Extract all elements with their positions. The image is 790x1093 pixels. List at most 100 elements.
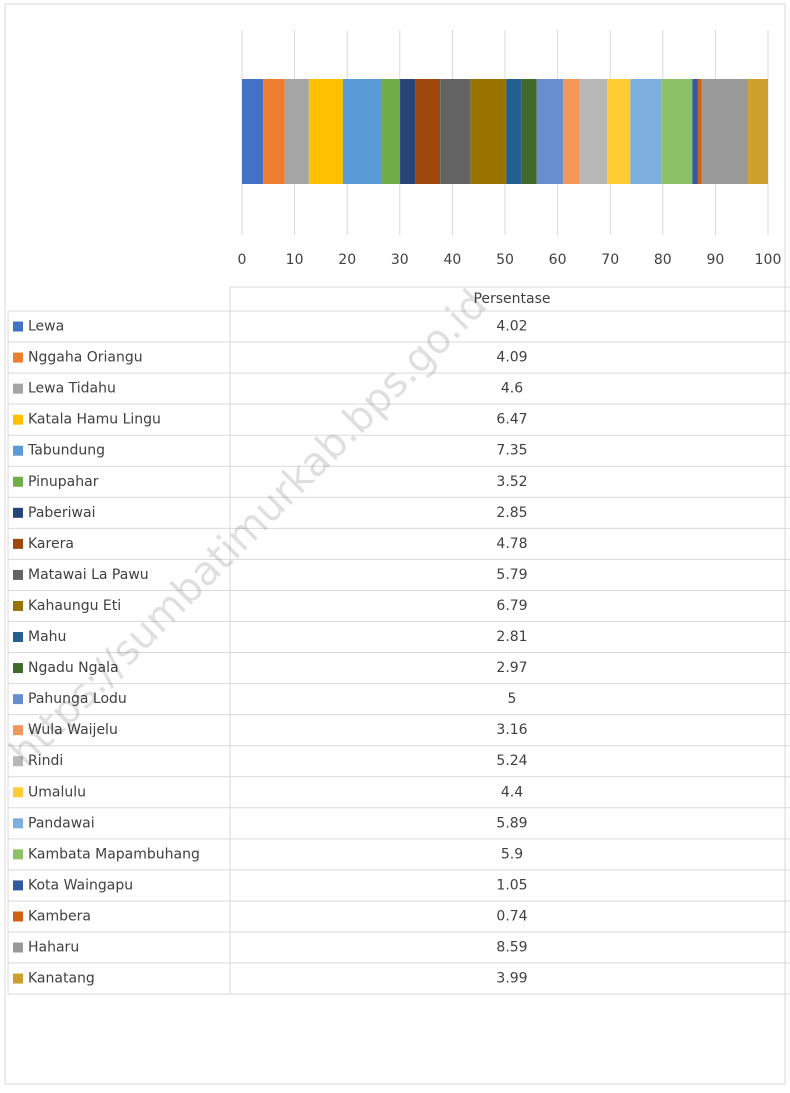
legend-label: Pinupahar: [28, 474, 99, 490]
table-value: 3.52: [496, 474, 527, 490]
legend-swatch: [13, 973, 23, 984]
legend-swatch: [13, 507, 23, 518]
table-value: 4.78: [496, 536, 527, 552]
legend-label: Kanatang: [28, 971, 95, 987]
table-value: 2.81: [496, 629, 527, 645]
x-tick-label: 70: [601, 252, 619, 268]
legend-label: Katala Hamu Lingu: [28, 412, 161, 428]
table-value: 1.05: [496, 877, 527, 893]
legend-swatch: [13, 880, 23, 891]
legend-swatch: [13, 445, 23, 456]
x-tick-label: 60: [549, 252, 567, 268]
legend-swatch: [13, 569, 23, 580]
legend-label: Ngadu Ngala: [28, 660, 119, 676]
bar-segment: [470, 79, 507, 184]
bar-segment: [607, 79, 631, 184]
legend-label: Kahaungu Eti: [28, 598, 121, 614]
legend-swatch: [13, 849, 23, 860]
bar-segment: [242, 79, 264, 184]
legend-label: Pandawai: [28, 815, 95, 831]
bar-segment: [400, 79, 416, 184]
legend-swatch: [13, 383, 23, 394]
x-tick-label: 0: [238, 252, 247, 268]
bar-segment: [381, 79, 401, 184]
table-value: 5.24: [496, 753, 527, 769]
x-tick-label: 20: [338, 252, 356, 268]
legend-swatch: [13, 600, 23, 611]
table-value: 4.4: [501, 784, 523, 800]
bar-segment: [263, 79, 285, 184]
table-value: 2.85: [496, 505, 527, 521]
table-value: 6.79: [496, 598, 527, 614]
x-tick-label: 30: [391, 252, 409, 268]
x-tick-label: 50: [496, 252, 514, 268]
bar-segment: [415, 79, 441, 184]
table-header: Persentase: [473, 291, 550, 307]
legend-swatch: [13, 352, 23, 363]
legend-swatch: [13, 942, 23, 953]
legend-label: Matawai La Pawu: [28, 567, 149, 583]
table-value: 3.16: [496, 722, 527, 738]
legend-swatch: [13, 725, 23, 736]
legend-label: Lewa: [28, 319, 64, 335]
bar-segment: [697, 79, 702, 184]
bar-segment: [630, 79, 662, 184]
table-value: 8.59: [496, 940, 527, 956]
bar-segment: [747, 79, 768, 184]
table-value: 5.9: [501, 846, 523, 862]
legend-swatch: [13, 694, 23, 705]
x-tick-label: 90: [706, 252, 724, 268]
bar-segment: [342, 79, 382, 184]
legend-swatch: [13, 756, 23, 767]
legend-label: Kota Waingapu: [28, 877, 133, 893]
x-tick-label: 10: [286, 252, 304, 268]
table-value: 5.89: [496, 815, 527, 831]
legend-swatch: [13, 663, 23, 674]
data-table: Persentase Lewa 4.02 Nggaha Oriangu 4.09 Lewa…: [7, 286, 790, 995]
table-value: 5.79: [496, 567, 527, 583]
bar-segment: [563, 79, 580, 184]
bar-segment: [521, 79, 537, 184]
legend-swatch: [13, 787, 23, 798]
table-value: 4.6: [501, 381, 523, 397]
legend-label: Wula Waijelu: [28, 722, 118, 738]
bar-segment: [579, 79, 608, 184]
legend-swatch: [13, 818, 23, 829]
legend-label: Mahu: [28, 629, 66, 645]
legend-label: Pahunga Lodu: [28, 691, 127, 707]
x-tick-label: 40: [443, 252, 461, 268]
bar-segment: [284, 79, 309, 184]
legend-label: Tabundung: [27, 443, 105, 459]
bar-segment: [506, 79, 522, 184]
table-value: 3.99: [496, 971, 527, 987]
table-value: 4.09: [496, 350, 527, 366]
table-value: 7.35: [496, 443, 527, 459]
bar-segment: [701, 79, 748, 184]
bar-segment: [440, 79, 471, 184]
x-tick-label: 80: [654, 252, 672, 268]
table-value: 4.02: [496, 319, 527, 335]
bar-segment: [692, 79, 698, 184]
table-value: 2.97: [496, 660, 527, 676]
legend-swatch: [13, 476, 23, 487]
legend-swatch: [13, 414, 23, 425]
x-tick-label: 100: [755, 252, 782, 268]
table-value: 6.47: [496, 412, 527, 428]
chart-border: [4, 3, 786, 1085]
legend-label: Kambera: [28, 908, 91, 924]
bar-segment: [536, 79, 564, 184]
legend-label: Karera: [28, 536, 74, 552]
legend-swatch: [13, 321, 23, 332]
legend-swatch: [13, 911, 23, 922]
legend-label: Rindi: [28, 753, 63, 769]
table-value: 5: [508, 691, 517, 707]
bar-segment: [661, 79, 693, 184]
table-value: 0.74: [496, 908, 527, 924]
legend-label: Paberiwai: [28, 505, 95, 521]
bar-segment: [308, 79, 343, 184]
legend-label: Kambata Mapambuhang: [28, 846, 200, 862]
legend-label: Nggaha Oriangu: [28, 350, 143, 366]
legend-swatch: [13, 538, 23, 549]
legend-label: Haharu: [28, 940, 79, 956]
